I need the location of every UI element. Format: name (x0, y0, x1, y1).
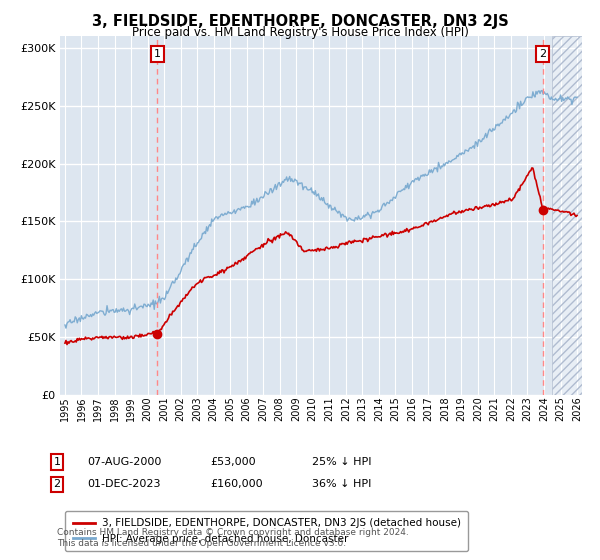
Text: 3, FIELDSIDE, EDENTHORPE, DONCASTER, DN3 2JS: 3, FIELDSIDE, EDENTHORPE, DONCASTER, DN3… (92, 14, 508, 29)
Text: 2: 2 (53, 479, 61, 489)
Bar (552, 36, 590, 395)
Text: £160,000: £160,000 (210, 479, 263, 489)
Text: £53,000: £53,000 (210, 457, 256, 467)
Legend: 3, FIELDSIDE, EDENTHORPE, DONCASTER, DN3 2JS (detached house), HPI: Average pric: 3, FIELDSIDE, EDENTHORPE, DONCASTER, DN3… (65, 511, 468, 551)
Text: Contains HM Land Registry data © Crown copyright and database right 2024.
This d: Contains HM Land Registry data © Crown c… (57, 528, 409, 548)
Text: 07-AUG-2000: 07-AUG-2000 (87, 457, 161, 467)
Text: Price paid vs. HM Land Registry's House Price Index (HPI): Price paid vs. HM Land Registry's House … (131, 26, 469, 39)
Text: 36% ↓ HPI: 36% ↓ HPI (312, 479, 371, 489)
Text: 01-DEC-2023: 01-DEC-2023 (87, 479, 161, 489)
Bar (552, 36, 590, 395)
Text: 25% ↓ HPI: 25% ↓ HPI (312, 457, 371, 467)
Text: 2: 2 (539, 49, 546, 59)
Text: 1: 1 (154, 49, 161, 59)
Text: 1: 1 (53, 457, 61, 467)
